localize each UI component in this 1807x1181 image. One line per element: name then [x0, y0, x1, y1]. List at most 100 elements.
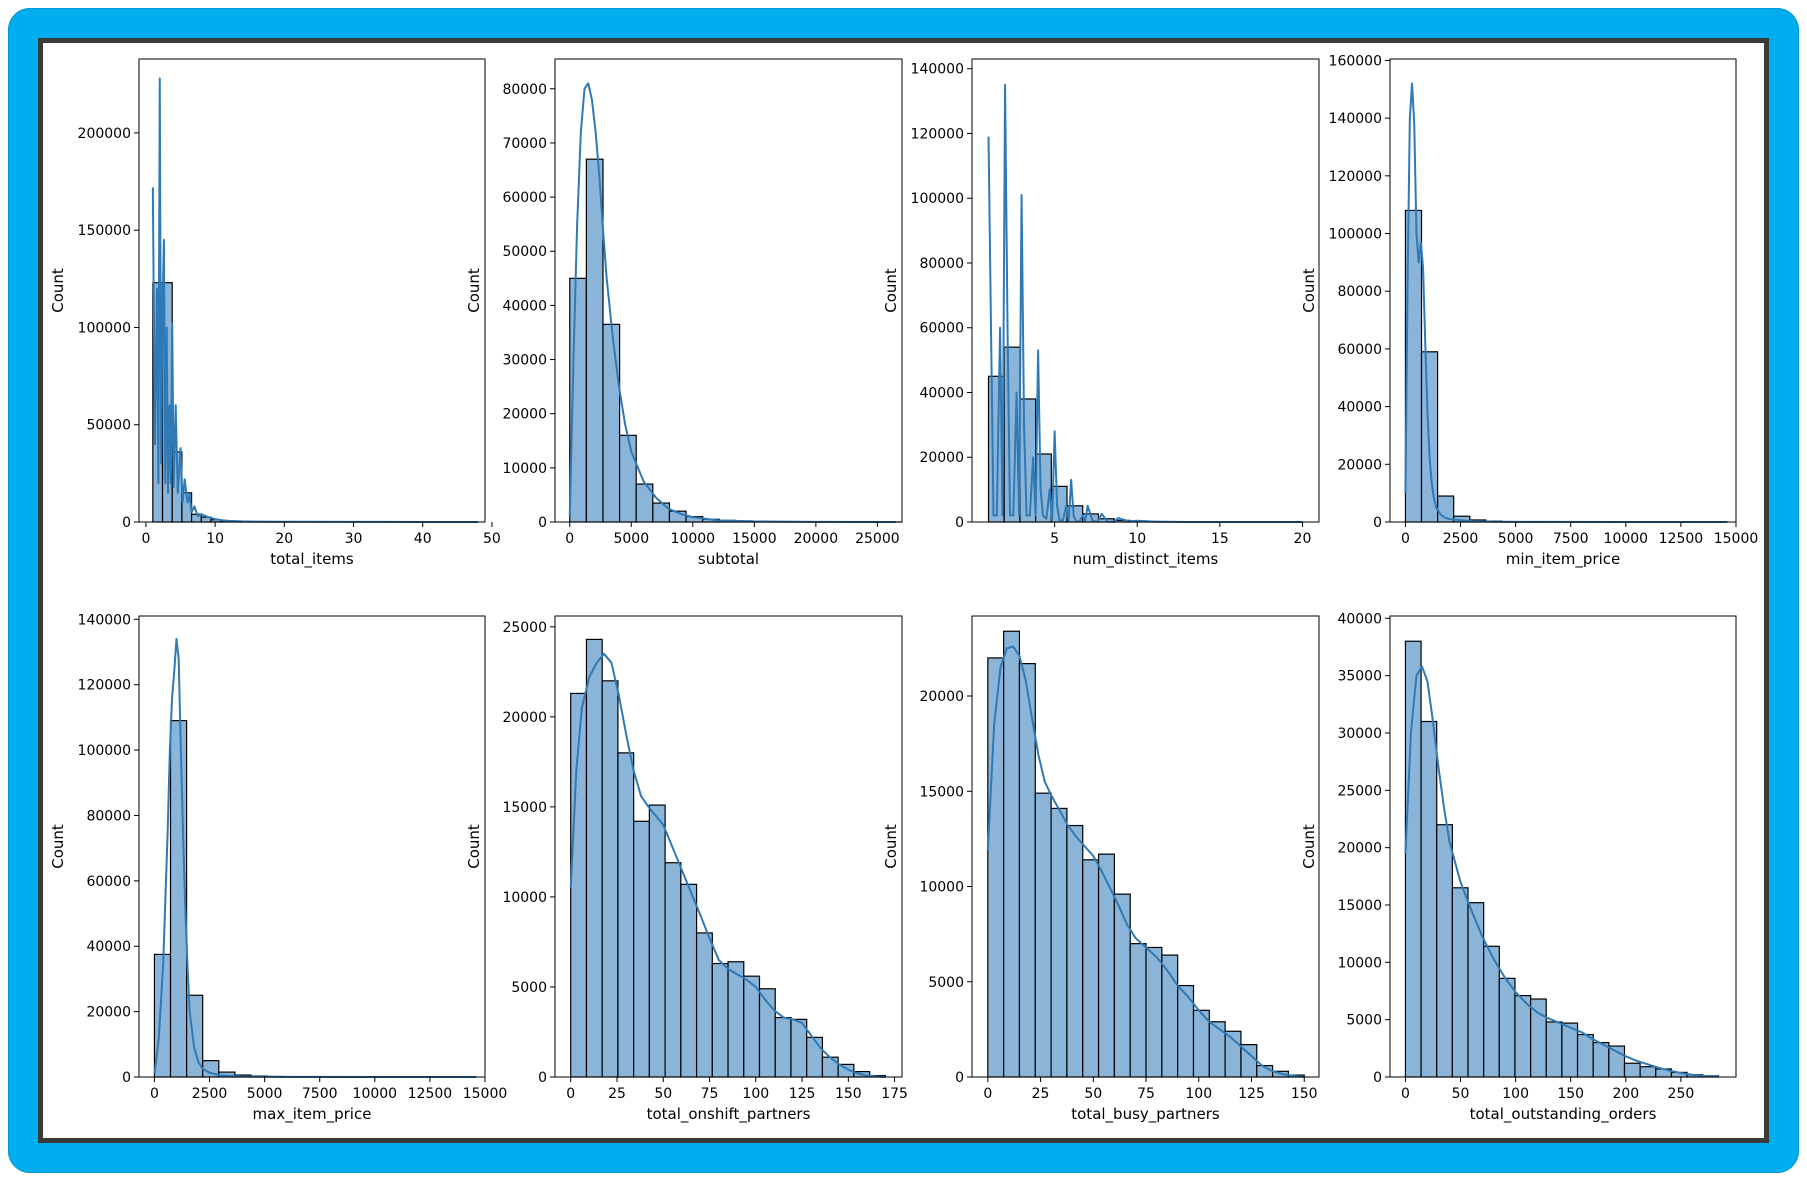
- axes-frame: [1389, 58, 1737, 523]
- axes-frame: [971, 58, 1320, 523]
- histogram-total-outstanding-orders: 0 50 100 150 200 250 0 5000 10000 15000 20000 25000…: [1300, 611, 1737, 1124]
- histogram-total-items: 0 10 20 30 40 50 0 50000 100000 150000 200000 total…: [49, 58, 501, 569]
- y-tick-label: 40000: [1337, 400, 1382, 416]
- histogram-bar: [743, 975, 761, 1078]
- histogram-bar: [1208, 1021, 1226, 1078]
- y-tick-label: 0: [122, 515, 131, 531]
- x-tick-label: 2500: [1443, 531, 1479, 547]
- y-tick-label: 20000: [1337, 457, 1382, 473]
- y-tick-label: 60000: [86, 874, 131, 890]
- histogram-min-item-price: 0 2500 5000 7500 10000 12500 15000 0 20000 40000 6…: [1300, 53, 1758, 569]
- y-tick-label: 25000: [1337, 783, 1382, 799]
- y-tick-label: 30000: [502, 353, 547, 369]
- x-tick-label: 0: [983, 1086, 992, 1102]
- x-tick-label: 25: [608, 1086, 626, 1102]
- histogram-bar: [1420, 720, 1438, 1078]
- x-tick-label: 125: [1238, 1086, 1265, 1102]
- x-tick-label: 10000: [353, 1086, 398, 1102]
- histogram-bar: [711, 962, 729, 1078]
- y-tick-label: 80000: [502, 82, 547, 98]
- y-tick-label: 60000: [919, 321, 964, 337]
- x-tick-label: 0: [565, 531, 574, 547]
- x-tick-label: 75: [701, 1086, 719, 1102]
- y-tick-label: 40000: [86, 939, 131, 955]
- histogram-bar: [1561, 1022, 1579, 1078]
- x-tick-label: 125: [789, 1086, 816, 1102]
- y-tick-label: 40000: [919, 385, 964, 401]
- x-tick-label: 0: [141, 531, 150, 547]
- x-tick-label: 150: [1557, 1086, 1584, 1102]
- y-axis-label: Count: [49, 824, 67, 869]
- y-tick-label: 20000: [1337, 841, 1382, 857]
- y-tick-label: 0: [538, 515, 547, 531]
- y-tick-label: 80000: [86, 808, 131, 824]
- y-tick-label: 120000: [1329, 169, 1382, 185]
- histogram-bar: [821, 1056, 839, 1078]
- y-tick-label: 100000: [78, 743, 131, 759]
- histogram-bar: [774, 1016, 792, 1078]
- x-axis-label: total_onshift_partners: [647, 1105, 811, 1124]
- y-tick-label: 160000: [1329, 53, 1382, 69]
- histogram-bar: [1436, 824, 1453, 1078]
- x-axis-label: subtotal: [698, 550, 759, 568]
- y-tick-label: 0: [122, 1070, 131, 1086]
- x-tick-label: 10: [206, 531, 224, 547]
- y-tick-label: 15000: [919, 784, 964, 800]
- histogram-bar: [652, 502, 671, 523]
- y-tick-label: 100000: [911, 191, 964, 207]
- x-tick-label: 0: [566, 1086, 575, 1102]
- x-axis-label: min_item_price: [1506, 550, 1621, 569]
- x-axis-label: num_distinct_items: [1073, 550, 1219, 569]
- axes-frame: [1389, 615, 1737, 1078]
- y-tick-label: 25000: [502, 620, 547, 636]
- kde-curve: [153, 637, 477, 1078]
- x-tick-label: 15000: [1714, 531, 1759, 547]
- histogram-max-item-price: 0 2500 5000 7500 10000 12500 15000 0 20000 40000 6…: [49, 612, 507, 1124]
- x-tick-label: 7500: [1553, 531, 1589, 547]
- y-tick-label: 35000: [1337, 669, 1382, 685]
- y-tick-label: 100000: [78, 320, 131, 336]
- histogram-subtotal: 0 5000 10000 15000 20000 25000 0 10000 20000 3000…: [465, 58, 903, 568]
- histogram-bar: [1145, 946, 1163, 1078]
- histogram-bar: [1451, 887, 1469, 1078]
- x-tick-label: 25: [1032, 1086, 1050, 1102]
- y-axis-label: Count: [465, 268, 483, 313]
- y-tick-label: 15000: [1337, 898, 1382, 914]
- x-tick-label: 20: [1294, 531, 1312, 547]
- histogram-total-busy-partners: 0 25 50 75 100 125 150 0 5000 10000 15000 20000 tota…: [882, 615, 1320, 1124]
- kde-curve: [569, 652, 886, 1078]
- y-axis-label: Count: [882, 824, 900, 869]
- histogram-bar: [987, 657, 1005, 1078]
- x-tick-label: 150: [1291, 1086, 1318, 1102]
- y-tick-label: 0: [1373, 515, 1382, 531]
- histogram-bar: [1498, 977, 1516, 1078]
- kde-curve: [987, 83, 1303, 523]
- y-tick-label: 50000: [502, 244, 547, 260]
- y-axis-label: Count: [882, 268, 900, 313]
- y-axis-label: Count: [1300, 824, 1318, 869]
- histogram-bar: [617, 752, 635, 1078]
- y-tick-label: 40000: [1337, 611, 1382, 627]
- kde-curve: [1404, 82, 1728, 523]
- y-tick-label: 30000: [1337, 726, 1382, 742]
- y-tick-label: 50000: [86, 418, 131, 434]
- histogram-bar: [790, 1018, 808, 1078]
- y-tick-label: 20000: [919, 689, 964, 705]
- x-tick-label: 15000: [463, 1086, 508, 1102]
- x-axis-label: max_item_price: [253, 1105, 372, 1124]
- histogram-bar: [1097, 853, 1115, 1078]
- axes-frame: [554, 615, 903, 1078]
- histogram-bar: [664, 862, 682, 1078]
- histogram-bar: [585, 158, 604, 523]
- x-tick-label: 100: [1185, 1086, 1212, 1102]
- y-tick-label: 5000: [928, 975, 964, 991]
- axes-frame: [138, 615, 486, 1078]
- histogram-bar: [648, 804, 666, 1078]
- kde-curve: [568, 82, 896, 523]
- x-tick-label: 175: [881, 1086, 908, 1102]
- y-tick-label: 0: [955, 1070, 964, 1086]
- x-tick-label: 5000: [613, 531, 649, 547]
- kde-curve: [986, 645, 1305, 1078]
- x-tick-label: 100: [742, 1086, 769, 1102]
